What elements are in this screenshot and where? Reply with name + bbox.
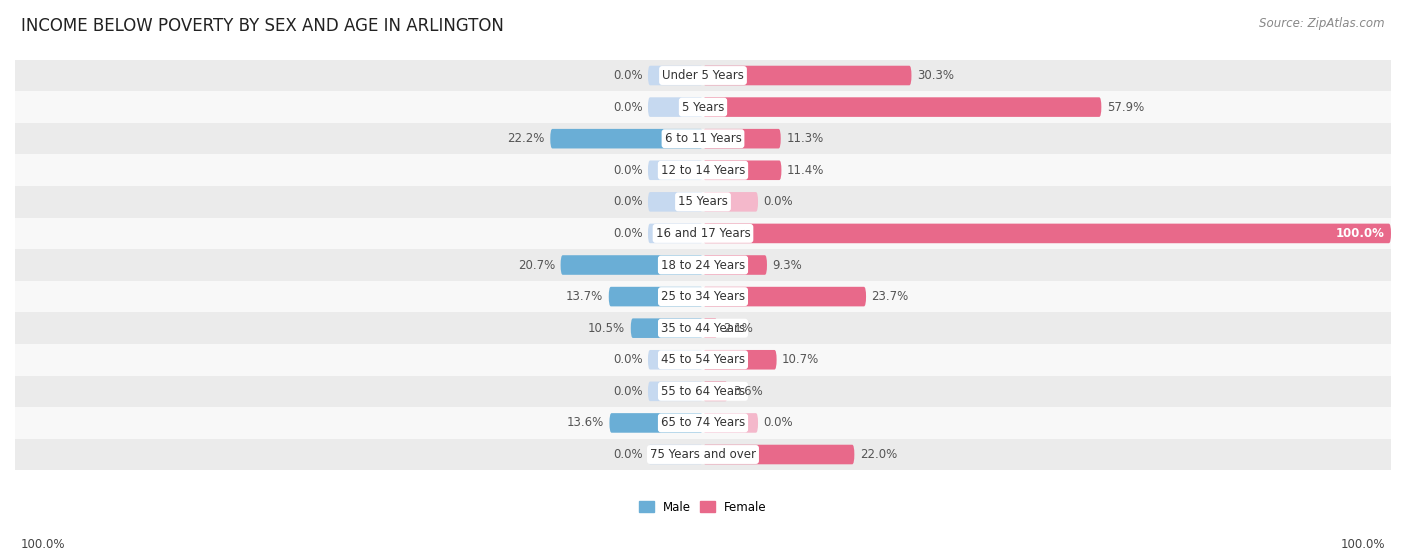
Text: 18 to 24 Years: 18 to 24 Years bbox=[661, 258, 745, 272]
Text: 22.0%: 22.0% bbox=[860, 448, 897, 461]
Text: 0.0%: 0.0% bbox=[613, 69, 643, 82]
Text: 10.5%: 10.5% bbox=[588, 321, 626, 335]
FancyBboxPatch shape bbox=[703, 413, 758, 433]
Text: 30.3%: 30.3% bbox=[917, 69, 953, 82]
Bar bbox=[15, 407, 1391, 439]
FancyBboxPatch shape bbox=[703, 350, 776, 369]
Text: 100.0%: 100.0% bbox=[1336, 227, 1384, 240]
Text: 2.1%: 2.1% bbox=[723, 321, 752, 335]
Text: 5 Years: 5 Years bbox=[682, 101, 724, 113]
Bar bbox=[15, 344, 1391, 376]
FancyBboxPatch shape bbox=[703, 129, 780, 149]
Text: 11.4%: 11.4% bbox=[787, 164, 824, 177]
Text: 55 to 64 Years: 55 to 64 Years bbox=[661, 385, 745, 398]
Bar bbox=[15, 186, 1391, 217]
FancyBboxPatch shape bbox=[703, 160, 782, 180]
FancyBboxPatch shape bbox=[703, 382, 728, 401]
Text: 100.0%: 100.0% bbox=[1340, 538, 1385, 551]
Bar bbox=[15, 91, 1391, 123]
Text: 3.6%: 3.6% bbox=[734, 385, 763, 398]
Text: 57.9%: 57.9% bbox=[1107, 101, 1144, 113]
FancyBboxPatch shape bbox=[703, 445, 855, 465]
FancyBboxPatch shape bbox=[703, 255, 768, 275]
FancyBboxPatch shape bbox=[703, 287, 866, 306]
Text: 10.7%: 10.7% bbox=[782, 353, 820, 366]
Text: 0.0%: 0.0% bbox=[613, 101, 643, 113]
Text: Source: ZipAtlas.com: Source: ZipAtlas.com bbox=[1260, 17, 1385, 30]
FancyBboxPatch shape bbox=[561, 255, 703, 275]
Bar bbox=[15, 249, 1391, 281]
FancyBboxPatch shape bbox=[609, 413, 703, 433]
Text: 35 to 44 Years: 35 to 44 Years bbox=[661, 321, 745, 335]
FancyBboxPatch shape bbox=[703, 66, 911, 86]
Text: 45 to 54 Years: 45 to 54 Years bbox=[661, 353, 745, 366]
Bar bbox=[15, 281, 1391, 312]
FancyBboxPatch shape bbox=[648, 160, 703, 180]
Text: 23.7%: 23.7% bbox=[872, 290, 908, 303]
Text: 0.0%: 0.0% bbox=[763, 195, 793, 209]
Bar bbox=[15, 217, 1391, 249]
FancyBboxPatch shape bbox=[609, 287, 703, 306]
Text: 20.7%: 20.7% bbox=[517, 258, 555, 272]
FancyBboxPatch shape bbox=[648, 350, 703, 369]
Text: Under 5 Years: Under 5 Years bbox=[662, 69, 744, 82]
FancyBboxPatch shape bbox=[648, 224, 703, 243]
FancyBboxPatch shape bbox=[703, 97, 1101, 117]
FancyBboxPatch shape bbox=[648, 97, 703, 117]
Text: 0.0%: 0.0% bbox=[613, 195, 643, 209]
Bar bbox=[15, 60, 1391, 91]
Bar bbox=[15, 439, 1391, 470]
Text: 100.0%: 100.0% bbox=[21, 538, 66, 551]
FancyBboxPatch shape bbox=[648, 445, 703, 465]
Text: 9.3%: 9.3% bbox=[772, 258, 803, 272]
Bar bbox=[15, 312, 1391, 344]
FancyBboxPatch shape bbox=[648, 382, 703, 401]
Text: 0.0%: 0.0% bbox=[613, 353, 643, 366]
Bar bbox=[15, 154, 1391, 186]
Bar bbox=[15, 123, 1391, 154]
Text: 11.3%: 11.3% bbox=[786, 132, 824, 145]
FancyBboxPatch shape bbox=[703, 224, 1391, 243]
Text: 75 Years and over: 75 Years and over bbox=[650, 448, 756, 461]
Text: 25 to 34 Years: 25 to 34 Years bbox=[661, 290, 745, 303]
Text: INCOME BELOW POVERTY BY SEX AND AGE IN ARLINGTON: INCOME BELOW POVERTY BY SEX AND AGE IN A… bbox=[21, 17, 503, 35]
Text: 13.7%: 13.7% bbox=[567, 290, 603, 303]
Text: 65 to 74 Years: 65 to 74 Years bbox=[661, 416, 745, 429]
Legend: Male, Female: Male, Female bbox=[640, 501, 766, 514]
Text: 0.0%: 0.0% bbox=[613, 227, 643, 240]
FancyBboxPatch shape bbox=[631, 319, 703, 338]
Text: 16 and 17 Years: 16 and 17 Years bbox=[655, 227, 751, 240]
Text: 12 to 14 Years: 12 to 14 Years bbox=[661, 164, 745, 177]
FancyBboxPatch shape bbox=[648, 192, 703, 212]
Text: 0.0%: 0.0% bbox=[613, 385, 643, 398]
Text: 15 Years: 15 Years bbox=[678, 195, 728, 209]
Text: 22.2%: 22.2% bbox=[508, 132, 544, 145]
FancyBboxPatch shape bbox=[703, 192, 758, 212]
FancyBboxPatch shape bbox=[648, 66, 703, 86]
Text: 0.0%: 0.0% bbox=[613, 448, 643, 461]
Text: 0.0%: 0.0% bbox=[763, 416, 793, 429]
Text: 13.6%: 13.6% bbox=[567, 416, 605, 429]
FancyBboxPatch shape bbox=[550, 129, 703, 149]
Text: 0.0%: 0.0% bbox=[613, 164, 643, 177]
FancyBboxPatch shape bbox=[703, 319, 717, 338]
Text: 6 to 11 Years: 6 to 11 Years bbox=[665, 132, 741, 145]
Bar bbox=[15, 376, 1391, 407]
